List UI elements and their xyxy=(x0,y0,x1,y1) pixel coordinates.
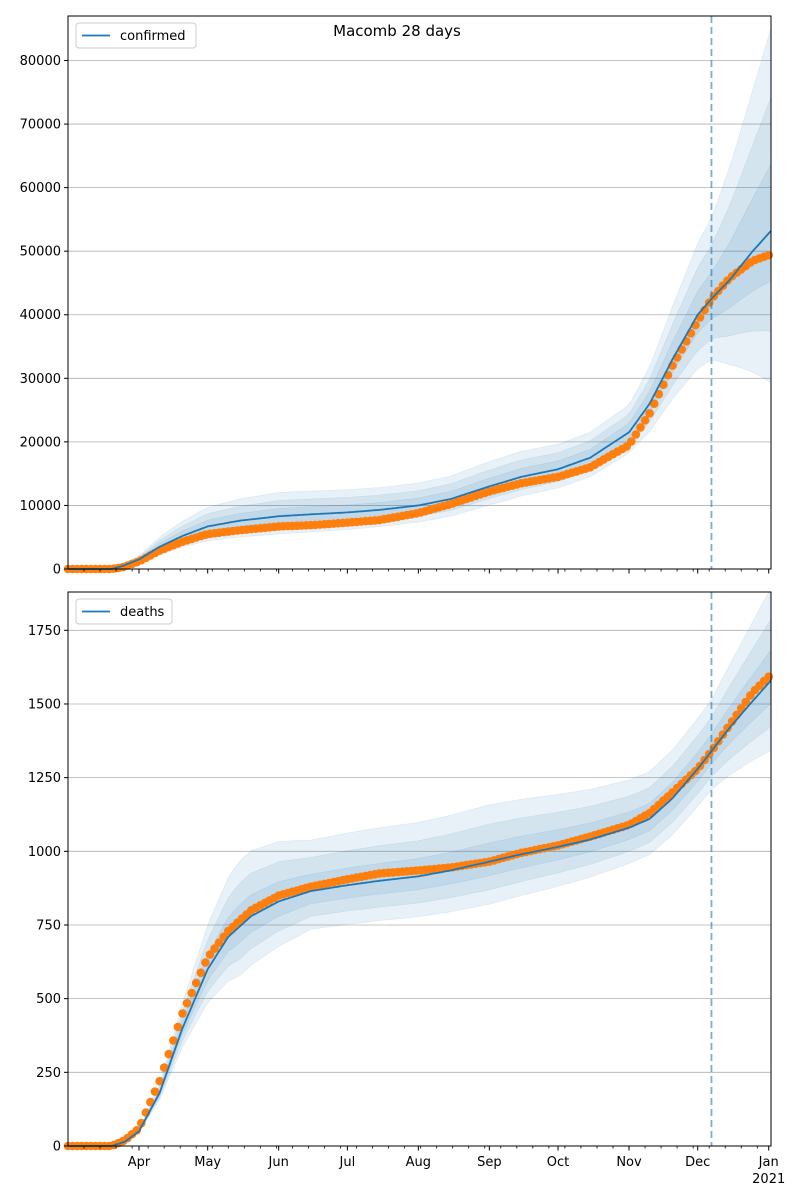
y-tick-label: 70000 xyxy=(20,118,61,133)
observed-point xyxy=(645,409,654,418)
observed-point xyxy=(159,1063,169,1072)
legend-label: confirmed xyxy=(120,29,186,44)
uncertainty-band-3 xyxy=(68,163,772,570)
observed-point xyxy=(741,697,751,707)
observed-point xyxy=(723,723,732,733)
deaths-panel: 0 250 500 750 1000 1250 1500 1750 Apr May Jun Jul Au… xyxy=(28,591,785,1187)
confirmed-panel: 0 10000 20000 30000 40000 50000 60000 70000 8000… xyxy=(20,15,773,578)
y-tick-label: 50000 xyxy=(20,245,61,260)
observed-point xyxy=(764,250,773,260)
x-tick-label: May xyxy=(194,1155,221,1170)
observed-point xyxy=(649,399,659,409)
y-tick-label: 1750 xyxy=(28,624,61,639)
legend-label: deaths xyxy=(120,605,165,620)
observed-point xyxy=(640,416,650,425)
y-tick-label: 750 xyxy=(36,918,61,933)
model-line xyxy=(68,230,772,570)
x-tick-label: Jun xyxy=(268,1155,289,1170)
observed-point xyxy=(205,950,215,959)
observed-point xyxy=(219,932,228,942)
x-tick-label: Sep xyxy=(477,1155,502,1170)
observed-point xyxy=(700,305,709,315)
observed-point xyxy=(155,1076,164,1086)
x-tick-label: Apr xyxy=(128,1155,151,1170)
observed-point xyxy=(137,1118,146,1128)
observed-point xyxy=(173,1022,183,1032)
y-tick-label: 0 xyxy=(53,563,61,578)
legend: confirmed xyxy=(75,22,197,49)
y-tick-label: 20000 xyxy=(20,435,61,450)
observed-point xyxy=(191,978,201,988)
y-tick-label: 1000 xyxy=(28,845,61,860)
axes-frame xyxy=(67,15,772,570)
observed-point xyxy=(164,1049,174,1059)
observed-point xyxy=(210,944,219,953)
legend: deaths xyxy=(75,598,173,625)
y-tick-label: 40000 xyxy=(20,308,61,323)
axes-frame xyxy=(67,591,772,1147)
observed-point xyxy=(187,988,196,998)
observed-point xyxy=(150,1087,160,1096)
y-tick-label: 250 xyxy=(36,1066,61,1081)
observed-point xyxy=(182,998,192,1008)
x-tick-label: Aug xyxy=(406,1155,431,1170)
observed-point xyxy=(631,430,641,439)
x-tick-label: Oct xyxy=(547,1155,569,1170)
observed-point xyxy=(201,958,210,967)
y-tick-label: 10000 xyxy=(20,499,61,514)
y-tick-label: 80000 xyxy=(20,54,61,69)
y-tick-label: 30000 xyxy=(20,372,61,387)
y-tick-label: 60000 xyxy=(20,181,61,196)
y-tick-label: 1250 xyxy=(28,771,61,786)
legend-box xyxy=(75,598,173,625)
uncertainty-band-1 xyxy=(68,27,772,570)
x-year-label: 2021 xyxy=(752,1172,785,1187)
y-tick-label: 0 xyxy=(53,1140,61,1155)
observed-point xyxy=(627,437,636,446)
y-tick-label: 500 xyxy=(36,992,61,1007)
observed-point xyxy=(196,968,206,977)
observed-point xyxy=(169,1036,178,1045)
legend-box xyxy=(75,22,197,49)
observed-point xyxy=(214,938,224,947)
figure-title: Macomb 28 days xyxy=(333,22,461,40)
x-tick-label: Jul xyxy=(339,1155,356,1170)
y-tick-label: 1500 xyxy=(28,697,61,712)
observed-point xyxy=(636,423,645,432)
observed-point xyxy=(764,672,773,681)
observed-point xyxy=(178,1009,187,1018)
x-tick-label: Nov xyxy=(616,1155,642,1170)
model-line xyxy=(68,679,772,1147)
x-tick-label: Jan xyxy=(758,1155,779,1170)
x-tick-label: Dec xyxy=(685,1155,710,1170)
